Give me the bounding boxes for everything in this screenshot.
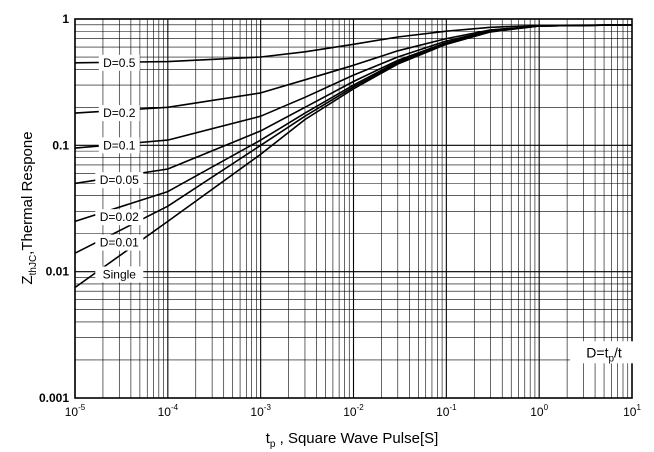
- y-axis-label-rest: ,Thermal Respone: [19, 131, 36, 254]
- x-tick-label: 10-2: [343, 403, 364, 419]
- x-tick-exponent: -2: [357, 403, 365, 412]
- series-label: D=0.1: [103, 138, 136, 152]
- x-axis-label: tp , Square Wave Pulse[S]: [266, 430, 439, 450]
- series-label-bg: [95, 266, 144, 283]
- x-tick-base: 10: [158, 405, 172, 419]
- x-tick-base: 10: [623, 405, 637, 419]
- series-label-bg: [95, 172, 144, 189]
- series-curves: [74, 24, 633, 289]
- x-tick-label: 10-5: [65, 403, 86, 419]
- series-label-bg: [98, 105, 140, 122]
- y-axis-label: ZthJC,Thermal Respone: [19, 131, 39, 284]
- plot-frame: [74, 18, 633, 399]
- x-axis-label-sub: p: [270, 439, 276, 450]
- annotation-sub: p: [608, 353, 614, 364]
- series-line-single: [74, 24, 633, 289]
- y-tick-label: 0.001: [39, 391, 69, 405]
- series-line-d-0-5: [74, 24, 633, 64]
- x-tick-base: 10: [530, 405, 544, 419]
- series-label: D=0.02: [100, 210, 139, 224]
- x-tick-exponent: -1: [449, 403, 457, 412]
- series-labels: D=0.5 D=0.2 D=0.1 D=0.05 D=0.02 D=0.01 Single: [95, 54, 144, 283]
- series-label: D=0.01: [100, 236, 139, 250]
- x-tick-exponent: 0: [544, 403, 549, 412]
- y-tick-labels: 1 0.1 0.01 0.001: [39, 12, 69, 405]
- series-label: Single: [103, 267, 137, 281]
- series-label-bg: [95, 234, 144, 251]
- x-tick-base: 10: [250, 405, 264, 419]
- x-tick-exponent: -5: [78, 403, 86, 412]
- x-tick-exponent: -3: [264, 403, 272, 412]
- x-tick-base: 10: [343, 405, 357, 419]
- x-tick-base: 10: [436, 405, 450, 419]
- x-tick-label: 10-1: [436, 403, 457, 419]
- y-axis-label-main: Z: [19, 275, 36, 284]
- y-axis-label-sub: thJC: [28, 255, 39, 276]
- annotation-rest: /t: [614, 344, 622, 360]
- x-tick-exponent: 1: [636, 403, 641, 412]
- y-tick-label: 1: [62, 12, 69, 26]
- series-label-bg: [98, 137, 140, 154]
- series-label-bg: [95, 209, 144, 226]
- y-tick-label: 0.1: [52, 138, 69, 152]
- series-label: D=0.5: [103, 56, 136, 70]
- series-label-bg: [98, 54, 140, 71]
- x-tick-base: 10: [65, 405, 79, 419]
- duty-cycle-annotation: D=tp/t: [570, 341, 639, 364]
- x-axis-label-rest: , Square Wave Pulse[S]: [275, 430, 438, 447]
- annotation-bg: [570, 341, 639, 364]
- x-tick-label: 10-4: [158, 403, 179, 419]
- x-tick-label: 101: [623, 403, 641, 419]
- series-label: D=0.05: [100, 173, 139, 187]
- annotation-main: D=t: [586, 344, 608, 360]
- x-tick-labels: 10-5 10-4 10-3 10-2 10-1 100 101: [65, 403, 642, 419]
- x-tick-exponent: -4: [171, 403, 179, 412]
- series-label: D=0.2: [103, 106, 136, 120]
- x-tick-label: 10-3: [250, 403, 271, 419]
- annotation-text: D=tp/t: [586, 344, 622, 364]
- x-axis-label-main: t: [266, 430, 271, 447]
- y-tick-label: 0.01: [46, 265, 70, 279]
- x-tick-label: 100: [530, 403, 548, 419]
